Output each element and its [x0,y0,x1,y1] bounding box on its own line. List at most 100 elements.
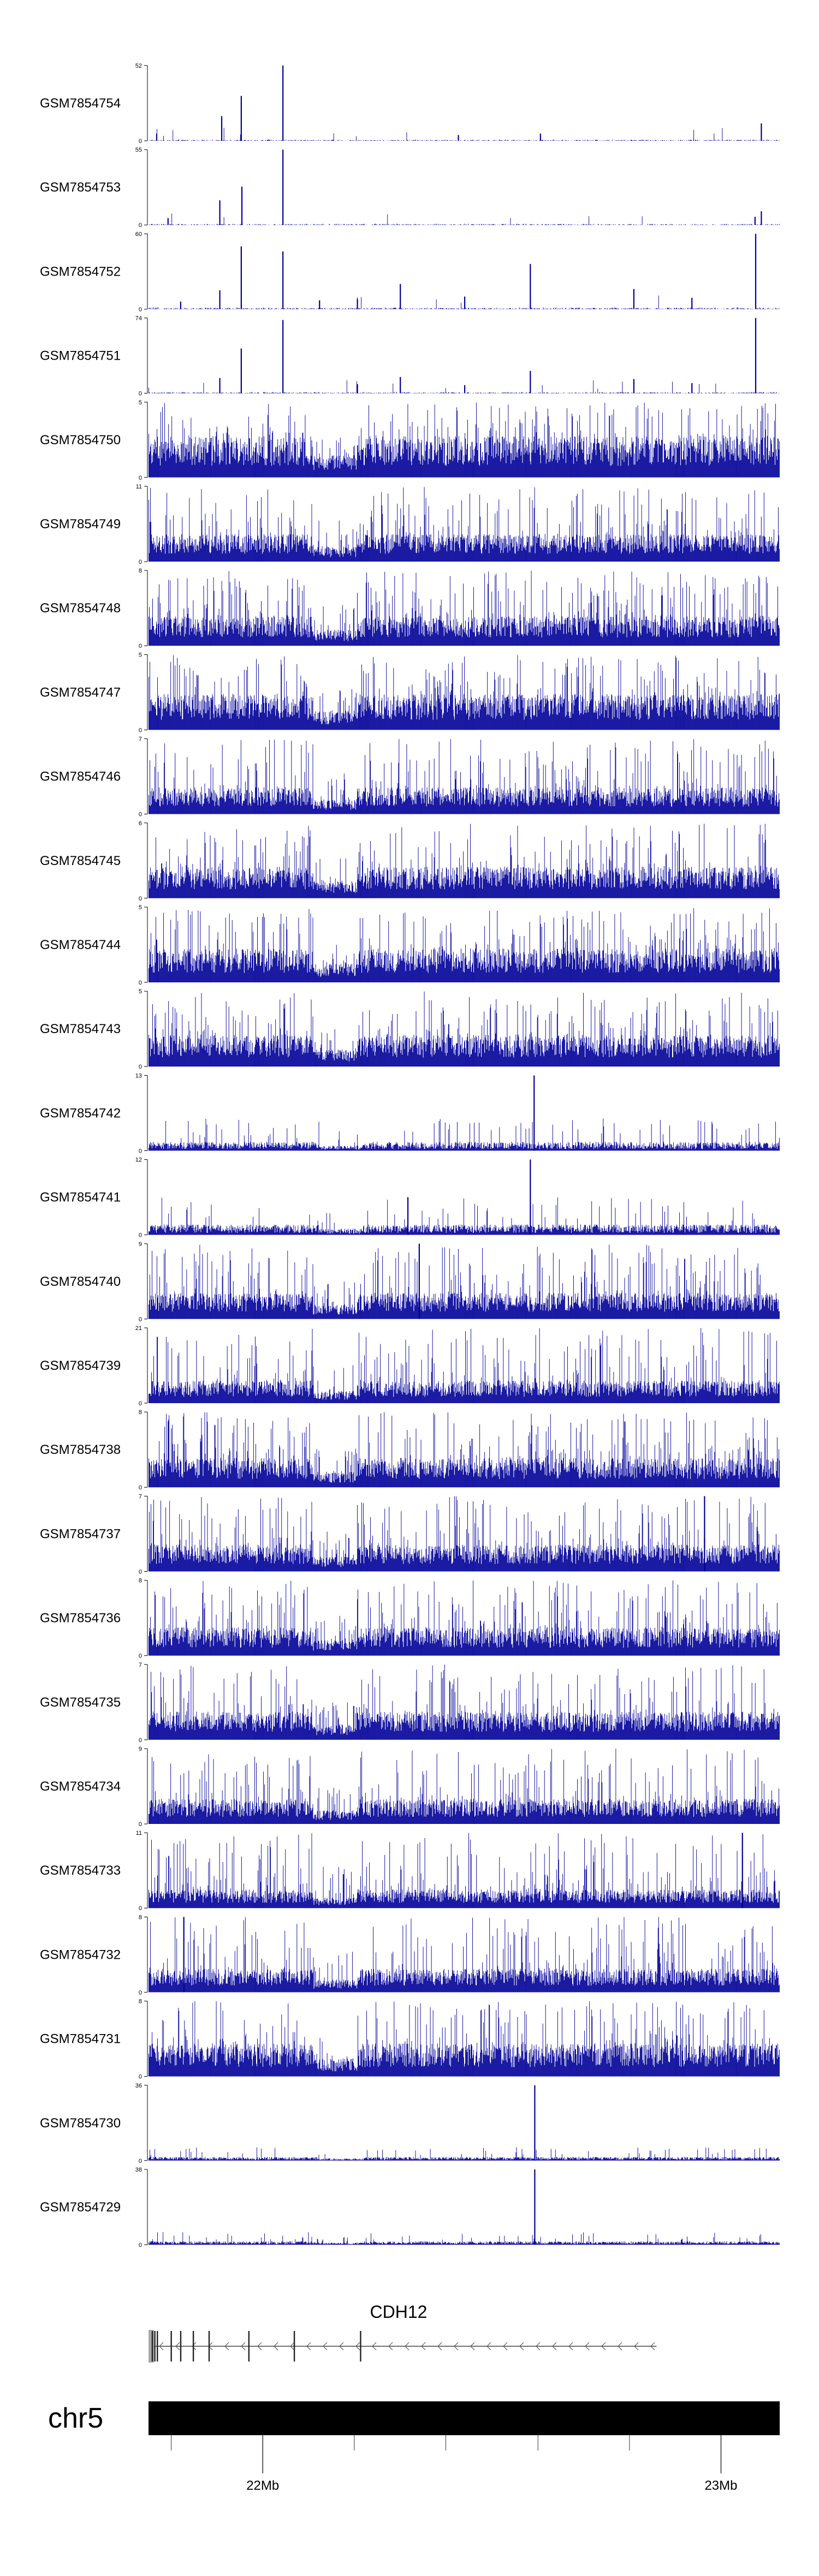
y-axis-min-label: 0 [139,1737,142,1744]
strand-chevron [355,2342,360,2351]
y-axis-max-label: 55 [135,147,142,153]
strand-chevron [175,2342,180,2351]
coverage-bars [149,1580,780,1656]
coverage-peak [464,296,466,309]
strand-chevron [486,2342,491,2351]
y-axis-max-label: 11 [136,1830,142,1836]
track-label: GSM7854742 [40,1106,121,1120]
coverage-peak [183,1917,185,1993]
y-axis-min-label: 0 [139,1064,142,1070]
coverage-peak [458,135,459,141]
y-axis-min-label: 0 [139,306,142,313]
y-axis-max-label: 13 [135,1072,142,1079]
y-axis-max-label: 9 [139,1241,142,1248]
coverage-peak [167,218,169,225]
strand-chevron [568,2342,573,2351]
y-axis-min-label: 0 [139,1148,142,1154]
y-axis-max-label: 7 [139,1493,142,1500]
strand-chevron [650,2342,655,2351]
strand-chevron [192,2342,197,2351]
strand-chevron [306,2342,311,2351]
coverage-peak [464,385,466,393]
y-axis-max-label: 5 [139,652,142,658]
coverage-peak [219,290,221,309]
coverage-bars [149,2147,780,2161]
coverage-peak [400,284,401,309]
strand-chevron [470,2342,475,2351]
coverage-tracks: GSM7854754520GSM7854753550GSM7854752600G… [40,63,780,2249]
track-label: GSM7854753 [40,180,121,195]
track-GSM7854738: GSM7854738 8 0 [40,1409,780,1491]
axis-tick-label: 22Mb [246,2478,279,2493]
coverage-bars [149,824,780,898]
coverage-peak [282,320,284,393]
track-label: GSM7854737 [40,1526,121,1541]
coverage-peak [539,133,541,141]
coverage-bars [149,2001,780,2077]
coverage-peak [400,377,401,393]
track-GSM7854745: GSM7854745 6 0 [40,820,780,902]
coverage-peak [530,371,531,393]
track-label: GSM7854751 [40,349,121,363]
coverage-peak [530,264,531,309]
track-label: GSM7854731 [40,2032,121,2047]
y-axis-min-label: 0 [139,2158,142,2164]
coverage-peak [691,297,693,309]
track-GSM7854742: GSM7854742 13 0 [40,1072,780,1154]
coverage-peak [691,383,693,393]
coverage-bars [149,1496,780,1572]
y-axis-min-label: 0 [139,1905,142,1912]
chromosome-label: chr5 [48,2402,103,2434]
y-axis-min-label: 0 [139,559,142,565]
y-axis-min-label: 0 [139,727,142,734]
gene-track: CDH12 [149,2302,657,2363]
coverage-bars [149,380,780,393]
coverage-peak [180,301,181,309]
y-axis-min-label: 0 [139,1232,142,1239]
track-label: GSM7854734 [40,1779,121,1794]
y-axis-max-label: 7 [139,736,142,743]
strand-chevron [454,2342,459,2351]
y-axis-max-label: 7 [139,1662,142,1668]
coverage-peak [221,116,223,141]
coverage-bars [149,1665,780,1740]
y-axis-max-label: 5 [139,399,142,406]
y-axis-max-label: 5 [139,988,142,995]
strand-chevron [241,2342,246,2351]
strand-chevron [372,2342,377,2351]
strand-chevron [405,2342,410,2351]
track-GSM7854739: GSM7854739 21 0 [40,1325,780,1407]
track-GSM7854750: GSM7854750 5 0 [40,399,780,481]
y-axis-min-label: 0 [139,1653,142,1660]
gene-exon [149,2330,154,2363]
y-axis-min-label: 0 [139,138,142,145]
coverage-bars [149,128,780,141]
y-axis-min-label: 0 [139,475,142,481]
gene-exon [170,2331,172,2362]
strand-chevron [257,2342,262,2351]
gene-exon [192,2331,194,2362]
coverage-bars [149,1833,780,1909]
coverage-peak [533,1075,535,1151]
strand-chevron [634,2342,639,2351]
track-GSM7854744: GSM7854744 5 0 [40,904,780,986]
coverage-bars [149,1197,780,1235]
track-label: GSM7854745 [40,854,121,868]
track-label: GSM7854749 [40,517,121,532]
y-axis-min-label: 0 [139,896,142,902]
coverage-peak [761,211,762,225]
strand-chevron [224,2342,229,2351]
track-label: GSM7854748 [40,601,121,616]
track-label: GSM7854738 [40,1442,121,1457]
track-GSM7854734: GSM7854734 9 0 [40,1746,780,1828]
track-label: GSM7854752 [40,264,121,279]
coverage-bars [149,655,780,730]
coverage-peak [633,379,635,393]
strand-chevron [618,2342,622,2351]
strand-chevron [552,2342,557,2351]
track-GSM7854752: GSM7854752 60 0 [40,231,780,313]
gene-exon [157,2331,158,2362]
coverage-bars [149,487,780,562]
gene-exon [360,2331,361,2362]
